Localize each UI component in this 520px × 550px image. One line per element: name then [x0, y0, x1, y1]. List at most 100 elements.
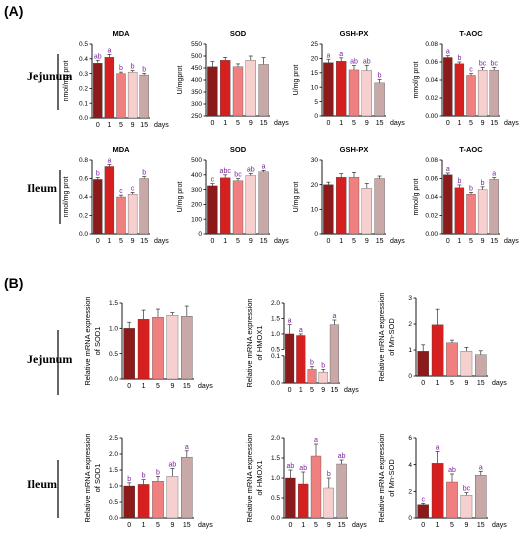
- bar-0: [207, 66, 218, 117]
- chart-a_jej_taoc: 0.00 0.02 0.04 0.06 0.08 a 0 b 1 c 5 bc 9 bc 15 days T-A…: [413, 29, 519, 127]
- bar-0: [323, 62, 334, 117]
- significance-label: bc: [479, 60, 487, 67]
- row-label-jejunum-b: Jejunum: [27, 352, 72, 366]
- y-tick-label: 10: [311, 84, 319, 91]
- significance-label: ab: [169, 461, 177, 468]
- y-tick-label: 400: [191, 172, 202, 179]
- x-tick-label: 0: [288, 522, 292, 529]
- x-tick-label: 1: [107, 238, 111, 245]
- bar-5: [466, 75, 476, 117]
- y-tick-label: 0.2: [79, 86, 88, 93]
- y-tick-label: 300: [191, 187, 202, 194]
- chart-b_ile_sod1: 0.0 0.5 1.0 1.5 2.0 2.5 b 0 b 1 b 5 ab 9 a 15 days Relati…: [83, 433, 213, 529]
- significance-label: abc: [220, 168, 232, 175]
- x-tick-label: 1: [107, 122, 111, 129]
- x-unit-label: days: [154, 238, 169, 245]
- bar-9: [245, 175, 256, 235]
- y-tick-label: 20: [311, 182, 319, 189]
- significance-label: a: [446, 166, 450, 173]
- x-tick-label: 0: [127, 522, 131, 529]
- y-tick-label: 1.0: [271, 331, 280, 338]
- x-tick-label: 5: [119, 122, 123, 129]
- x-tick-label: 9: [365, 120, 369, 127]
- y-tick-label: 0.00: [425, 231, 438, 238]
- significance-label: ab: [299, 465, 307, 472]
- chart-a_ile_mda: 0.0 0.2 0.4 0.6 0.8 b 0 a 1 c 5 c 9 b 15 days MDA nmol/mg…: [63, 145, 169, 245]
- y-tick-label: 1.0: [271, 475, 280, 482]
- x-tick-label: 9: [365, 238, 369, 245]
- y-tick-label: 0: [314, 113, 318, 120]
- significance-label: a: [185, 444, 189, 451]
- bar-1: [220, 177, 231, 235]
- y-axis-label-line1: Relative mRNA expression: [377, 433, 386, 522]
- significance-label: b: [481, 180, 485, 187]
- y-tick-label: 0.04: [425, 77, 438, 84]
- x-tick-label: 15: [260, 238, 268, 245]
- bar-0: [417, 504, 429, 519]
- bar-1: [104, 166, 115, 235]
- x-tick-label: 15: [338, 522, 346, 529]
- bar-5: [466, 194, 476, 235]
- bar-15: [329, 324, 339, 384]
- x-tick-label: 9: [327, 522, 331, 529]
- significance-label: bc: [234, 172, 242, 179]
- bar-1: [298, 483, 309, 519]
- y-tick-label: 0.06: [425, 176, 438, 183]
- significance-label: c: [211, 177, 215, 184]
- x-tick-label: 0: [288, 387, 292, 394]
- y-tick-label: 0: [408, 373, 412, 380]
- chart-title: SOD: [230, 145, 247, 154]
- x-tick-label: 15: [183, 383, 191, 390]
- panel-b-label: (B): [4, 275, 23, 291]
- y-tick-label: 30: [311, 157, 319, 164]
- x-tick-label: 9: [249, 238, 253, 245]
- significance-label: b: [142, 67, 146, 74]
- y-axis-label: mmol/g prot: [413, 61, 420, 98]
- y-axis-label: nmol/mg prot: [63, 177, 70, 218]
- y-tick-label: 400: [191, 77, 202, 84]
- bar-1: [454, 187, 465, 235]
- bar-5: [446, 481, 458, 519]
- chart-a_jej_mda: 0.0 0.1 0.2 0.3 0.4 0.5 ab 0 a 1 b 5 b 9 b 15 days MDA nmo…: [63, 29, 169, 129]
- bar-5: [152, 317, 164, 380]
- y-tick-label: 1.5: [109, 300, 118, 307]
- y-tick-label: 0: [314, 231, 318, 238]
- y-tick-label: 0: [198, 231, 202, 238]
- bar-15: [374, 82, 385, 117]
- chart-title: T-AOC: [459, 29, 483, 38]
- x-unit-label: days: [390, 120, 405, 127]
- significance-label: b: [457, 55, 461, 62]
- bar-0: [285, 477, 296, 519]
- x-tick-label: 15: [140, 238, 148, 245]
- y-tick-label: 0.3: [79, 71, 88, 78]
- axis-break-gap: [282, 349, 342, 356]
- significance-label: b: [310, 360, 314, 367]
- x-tick-label: 15: [490, 238, 498, 245]
- y-axis-label: U/mgprot: [177, 66, 184, 95]
- significance-label: b: [96, 171, 100, 178]
- bar-1: [431, 463, 444, 519]
- y-tick-label: 0.5: [109, 351, 118, 358]
- y-tick-label: 500: [191, 53, 202, 60]
- x-tick-label: 1: [142, 522, 146, 529]
- y-tick-label: 0.08: [425, 157, 438, 164]
- bar-0: [93, 179, 103, 235]
- panel-a-label: (A): [4, 3, 23, 19]
- x-tick-label: 5: [352, 238, 356, 245]
- x-tick-label: 1: [339, 120, 343, 127]
- y-tick-label: 0.2: [79, 213, 88, 220]
- bar-0: [123, 485, 135, 519]
- y-axis-label: U/mg prot: [293, 182, 300, 213]
- bar-5: [348, 69, 360, 117]
- y-tick-label: 0.6: [79, 176, 88, 183]
- x-tick-label: 0: [326, 238, 330, 245]
- x-unit-label: days: [352, 522, 367, 529]
- x-tick-label: 5: [310, 387, 314, 394]
- y-tick-label: 500: [191, 157, 202, 164]
- y-tick-label: 2.5: [109, 435, 118, 442]
- y-tick-label: 1.5: [271, 316, 280, 323]
- x-unit-label: days: [344, 387, 359, 394]
- significance-label: c: [119, 188, 123, 195]
- significance-label: a: [446, 49, 450, 56]
- bar-9: [361, 70, 372, 117]
